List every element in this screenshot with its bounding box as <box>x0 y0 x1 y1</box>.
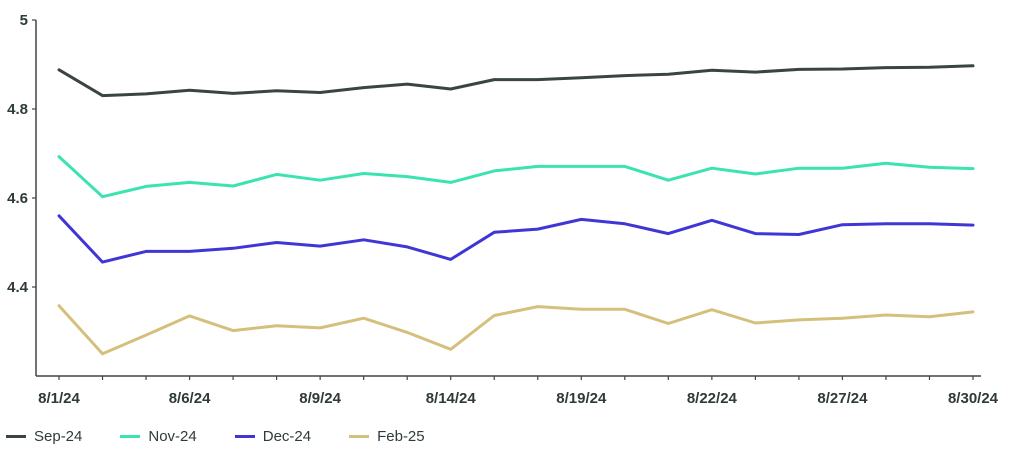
y-tick-label: 4.6 <box>7 190 28 207</box>
x-tick-label: 8/27/24 <box>817 390 868 407</box>
legend-swatch-nov-24 <box>120 435 141 438</box>
x-tick-label: 8/14/24 <box>426 390 477 407</box>
legend-swatch-sep-24 <box>6 435 26 438</box>
legend-item-feb-25: Feb-25 <box>349 428 425 445</box>
y-tick-label: 4.8 <box>7 101 28 118</box>
legend-item-nov-24: Nov-24 <box>120 428 197 445</box>
x-tick-label: 8/6/24 <box>169 390 211 407</box>
legend-label-feb-25: Feb-25 <box>377 428 425 445</box>
series-line-sep-24 <box>57 64 975 98</box>
y-tick-label: 5 <box>20 12 28 29</box>
legend-label-nov-24: Nov-24 <box>148 428 197 445</box>
x-tick-label: 8/1/24 <box>38 390 80 407</box>
series-line-feb-25 <box>57 304 975 356</box>
x-tick-label: 8/22/24 <box>687 390 738 407</box>
series-lines <box>57 64 975 356</box>
x-axis: 8/1/24 8/6/24 8/9/24 8/14/24 8/19/24 8/22/24 8… <box>36 375 999 407</box>
y-tick-label: 4.4 <box>7 279 29 296</box>
legend: Sep-24 Nov-24 Dec-24 Feb-25 <box>6 428 463 445</box>
x-tick-label: 8/30/24 <box>948 390 999 407</box>
legend-label-sep-24: Sep-24 <box>34 428 83 445</box>
x-tick-label: 8/9/24 <box>299 390 341 407</box>
legend-swatch-feb-25 <box>349 435 370 438</box>
legend-item-dec-24: Dec-24 <box>234 428 312 445</box>
line-chart: 4.4 4.6 4.8 5 8/1/24 8/6/24 8/9/24 8/14/24 8/19… <box>7 12 999 407</box>
series-line-dec-24 <box>57 214 975 264</box>
legend-item-sep-24: Sep-24 <box>6 428 82 445</box>
legend-label-dec-24: Dec-24 <box>262 428 312 445</box>
y-axis: 4.4 4.6 4.8 5 <box>7 12 37 376</box>
series-line-nov-24 <box>57 155 975 199</box>
x-tick-label: 8/19/24 <box>556 390 607 407</box>
legend-swatch-dec-24 <box>234 435 255 438</box>
